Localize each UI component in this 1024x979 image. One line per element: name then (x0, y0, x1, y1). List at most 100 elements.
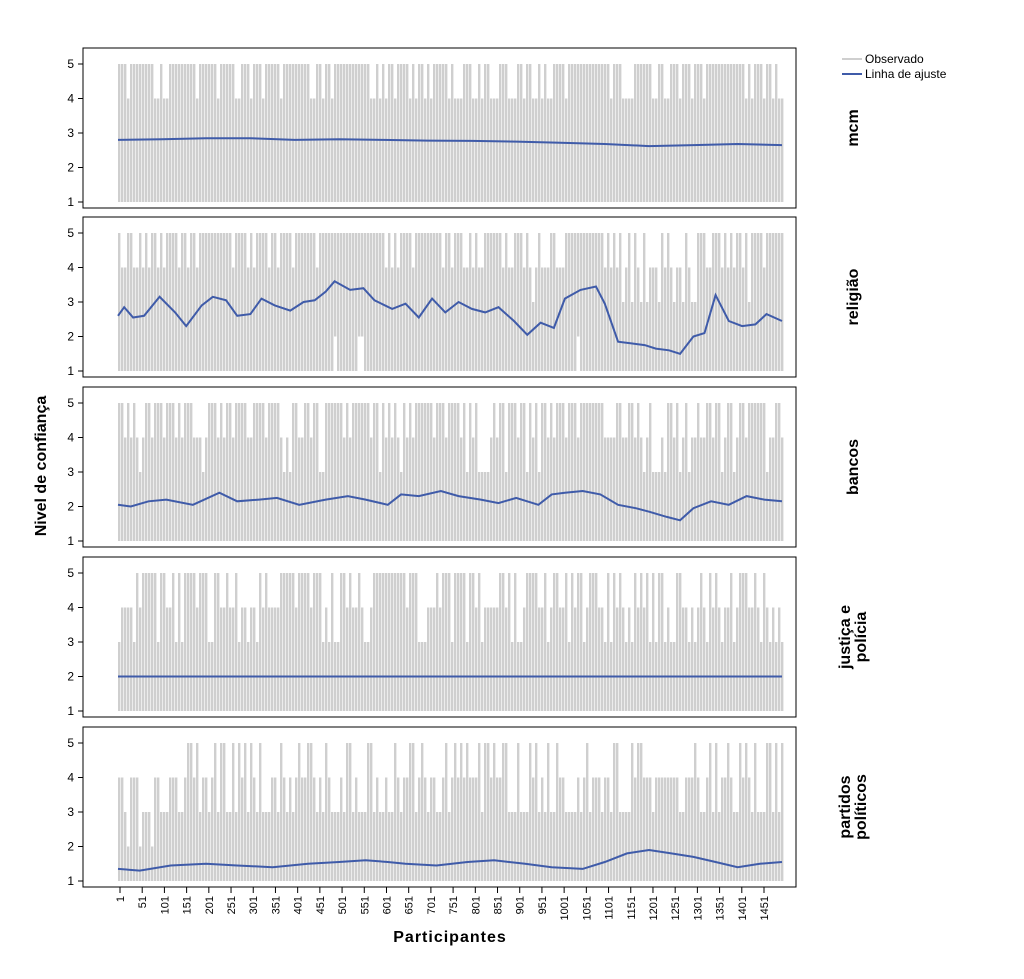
observed-bar (310, 233, 313, 371)
observed-bar (475, 777, 478, 881)
observed-bar (622, 607, 625, 711)
observed-bar (676, 777, 679, 881)
observed-bar (715, 64, 718, 202)
observed-bar (643, 233, 646, 371)
observed-bar (193, 777, 196, 881)
observed-bar (241, 607, 244, 711)
observed-bar (145, 64, 148, 202)
observed-bar (331, 573, 334, 711)
observed-bar (139, 846, 142, 881)
observed-bar (535, 267, 538, 371)
observed-bar (184, 777, 187, 881)
observed-bar (598, 64, 601, 202)
observed-bar (415, 233, 418, 371)
observed-bar (730, 403, 733, 541)
observed-bar (388, 403, 391, 541)
observed-bar (757, 64, 760, 202)
observed-bar (463, 573, 466, 711)
observed-bar (748, 777, 751, 881)
observed-bar (763, 98, 766, 202)
observed-bar (592, 403, 595, 541)
observed-bar (319, 777, 322, 881)
observed-bar (442, 64, 445, 202)
observed-bar (127, 607, 130, 711)
observed-bar (436, 573, 439, 711)
observed-bar (337, 403, 340, 541)
observed-bar (592, 64, 595, 202)
observed-bar (307, 64, 310, 202)
observed-bar (568, 812, 571, 881)
observed-bar (262, 98, 265, 202)
observed-bar (409, 233, 412, 371)
observed-bar (463, 267, 466, 371)
observed-bar (553, 437, 556, 541)
y-tick-label: 4 (67, 431, 74, 445)
observed-bar (199, 233, 202, 371)
observed-bar (247, 267, 250, 371)
observed-bar (583, 777, 586, 881)
observed-bar (253, 777, 256, 881)
observed-bar (406, 64, 409, 202)
observed-bar (637, 743, 640, 881)
observed-bar (778, 403, 781, 541)
observed-bar (460, 743, 463, 881)
observed-bar (760, 403, 763, 541)
observed-bar (637, 403, 640, 541)
observed-bar (373, 403, 376, 541)
x-axis-title: Participantes (393, 929, 506, 946)
observed-bar (577, 233, 580, 337)
observed-bar (337, 64, 340, 202)
observed-bar (196, 743, 199, 881)
observed-bar (295, 403, 298, 541)
observed-bar (298, 743, 301, 881)
observed-bar (433, 777, 436, 881)
observed-bar (652, 267, 655, 371)
observed-bar (763, 267, 766, 371)
observed-bar (313, 98, 316, 202)
observed-bar (187, 267, 190, 371)
observed-bar (433, 607, 436, 711)
observed-bar (721, 777, 724, 881)
observed-bar (517, 743, 520, 881)
observed-bar (700, 573, 703, 711)
observed-bar (766, 472, 769, 541)
observed-bar (388, 573, 391, 711)
observed-bar (286, 573, 289, 711)
observed-bar (568, 233, 571, 371)
observed-bar (397, 64, 400, 202)
observed-bar (778, 812, 781, 881)
observed-bar (214, 233, 217, 371)
observed-bar (166, 403, 169, 541)
observed-bar (280, 437, 283, 541)
observed-bar (484, 233, 487, 371)
observed-bar (217, 233, 220, 371)
observed-bar (613, 233, 616, 371)
observed-bar (274, 233, 277, 371)
observed-bar (556, 743, 559, 881)
observed-bar (430, 98, 433, 202)
observed-bar (394, 233, 397, 371)
x-tick-label: 651 (404, 896, 416, 914)
observed-bar (760, 233, 763, 371)
observed-bar (124, 607, 127, 711)
observed-bar (709, 743, 712, 881)
observed-bar (148, 573, 151, 711)
observed-bar (595, 777, 598, 881)
observed-bar (238, 98, 241, 202)
observed-bar (385, 98, 388, 202)
observed-bar (661, 233, 664, 371)
y-tick-label: 3 (67, 465, 74, 479)
observed-bar (730, 233, 733, 371)
observed-bar (301, 777, 304, 881)
observed-bar (679, 573, 682, 711)
observed-bar (613, 64, 616, 202)
observed-bar (676, 573, 679, 711)
observed-bar (520, 812, 523, 881)
observed-bar (574, 607, 577, 711)
observed-bar (628, 403, 631, 541)
observed-bar (718, 607, 721, 711)
observed-bar (373, 573, 376, 711)
observed-bar (316, 573, 319, 711)
observed-bar (361, 607, 364, 711)
observed-bar (547, 98, 550, 202)
